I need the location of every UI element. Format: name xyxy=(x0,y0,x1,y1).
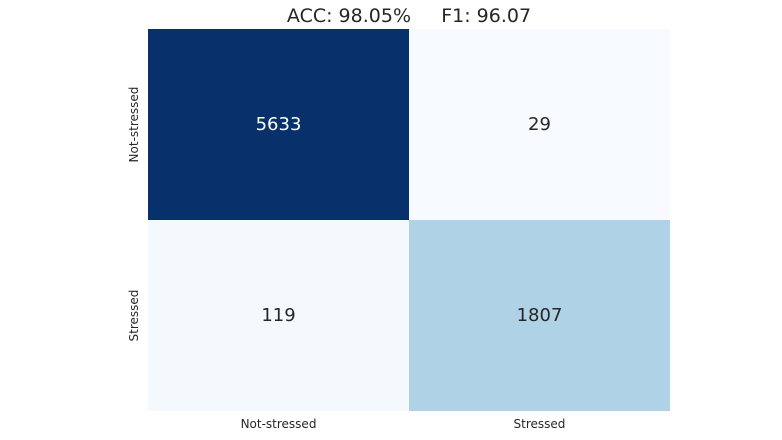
heatmap-cell xyxy=(409,29,670,220)
heatmap-cell xyxy=(148,29,409,220)
heatmap-cell-value: 29 xyxy=(528,114,551,135)
heatmap-cell-value: 5633 xyxy=(256,114,302,135)
heatmap-cell xyxy=(409,220,670,411)
y-tick-label: Stressed xyxy=(127,290,141,342)
x-tick-label: Stressed xyxy=(514,417,566,431)
y-axis-tick-labels: Not-stressed Stressed xyxy=(127,87,141,342)
heatmap-cell xyxy=(148,220,409,411)
y-tick-label: Not-stressed xyxy=(127,87,141,163)
heatmap-cell-value: 119 xyxy=(261,305,295,326)
heatmap-cell-labels: 5633 29 119 1807 xyxy=(256,114,563,326)
heatmap-cell-value: 1807 xyxy=(517,305,563,326)
x-axis-tick-labels: Not-stressed Stressed xyxy=(241,417,566,431)
x-tick-label: Not-stressed xyxy=(241,417,317,431)
chart-title: ACC: 98.05% F1: 96.07 xyxy=(287,5,531,27)
heatmap-cells xyxy=(148,29,670,411)
